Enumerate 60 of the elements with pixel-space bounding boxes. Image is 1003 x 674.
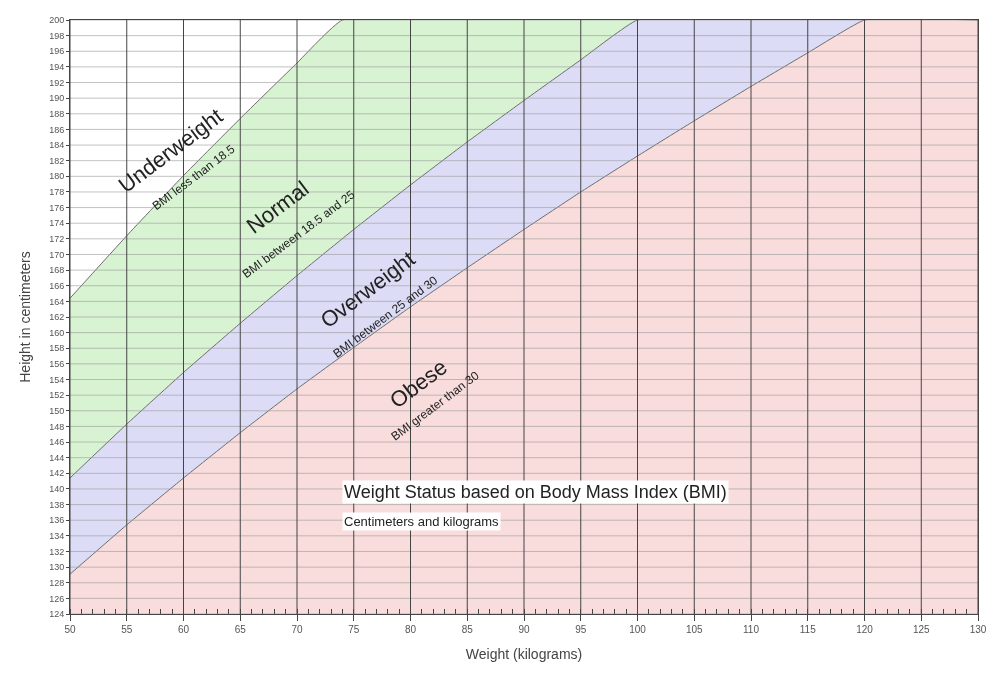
- y-tick-label: 194: [49, 62, 65, 73]
- text: Weight Status based on Body Mass Index (BMI): [344, 482, 727, 502]
- x-tick-label: 65: [234, 624, 247, 635]
- y-tick-label: 196: [49, 46, 65, 57]
- y-tick-label: 174: [49, 218, 65, 229]
- y-axis-title: Height in centimeters: [16, 251, 33, 383]
- y-tick-label: 164: [49, 296, 65, 307]
- x-tick-label: 55: [121, 624, 133, 635]
- y-tick-label: 200: [49, 15, 65, 26]
- y-tick-label: 166: [49, 280, 65, 291]
- y-tick-label: 154: [49, 374, 65, 385]
- x-tick-label: 105: [685, 624, 704, 635]
- x-tick-label: 90: [518, 624, 530, 635]
- x-tick-label: 75: [348, 624, 360, 635]
- y-tick-label: 138: [49, 499, 65, 510]
- y-tick-label: 142: [49, 468, 65, 479]
- y-tick-label: 132: [49, 546, 65, 557]
- y-tick-label: 148: [49, 421, 65, 432]
- y-tick-label: 186: [49, 124, 65, 135]
- y-tick-label: 168: [49, 265, 65, 276]
- y-tick-label: 146: [49, 437, 65, 448]
- x-tick-label: 85: [461, 624, 474, 635]
- y-tick-label: 176: [49, 202, 65, 213]
- y-tick-label: 150: [49, 405, 65, 416]
- y-tick-label: 158: [49, 343, 65, 354]
- text: Centimeters and kilograms: [344, 514, 500, 529]
- y-tick-label: 124: [49, 609, 65, 620]
- y-tick-label: 130: [49, 562, 65, 573]
- y-tick-label: 192: [49, 77, 65, 88]
- y-tick-label: 144: [49, 452, 65, 463]
- y-tick-label: 126: [49, 593, 65, 604]
- y-tick-label: 190: [49, 93, 65, 104]
- x-tick-label: 110: [743, 624, 760, 635]
- y-tick-label: 140: [49, 484, 65, 495]
- x-tick-label: 50: [64, 624, 76, 635]
- y-tick-label: 152: [49, 390, 65, 401]
- x-tick-label: 80: [404, 624, 417, 635]
- x-tick-label: 100: [629, 624, 647, 635]
- y-tick-label: 178: [49, 187, 65, 198]
- y-tick-label: 162: [49, 312, 65, 323]
- y-tick-label: 188: [49, 108, 65, 119]
- y-tick-label: 134: [49, 530, 65, 541]
- x-tick-label: 120: [856, 624, 874, 635]
- x-tick-label: 125: [912, 624, 931, 635]
- y-tick-label: 136: [49, 515, 65, 526]
- y-tick-label: 184: [49, 140, 65, 151]
- y-tick-label: 172: [49, 233, 65, 244]
- x-tick-label: 130: [969, 624, 987, 635]
- y-tick-label: 170: [49, 249, 65, 260]
- y-tick-label: 180: [49, 171, 65, 182]
- x-axis-title: Weight (kilograms): [465, 646, 583, 663]
- x-tick-label: 115: [799, 624, 817, 635]
- y-tick-label: 160: [49, 327, 65, 338]
- x-tick-label: 60: [177, 624, 190, 635]
- y-tick-label: 156: [49, 359, 65, 370]
- y-tick-label: 182: [49, 155, 65, 166]
- y-tick-label: 128: [49, 577, 65, 588]
- y-tick-label: 198: [49, 30, 65, 41]
- x-tick-label: 95: [575, 624, 587, 635]
- x-tick-label: 70: [291, 624, 303, 635]
